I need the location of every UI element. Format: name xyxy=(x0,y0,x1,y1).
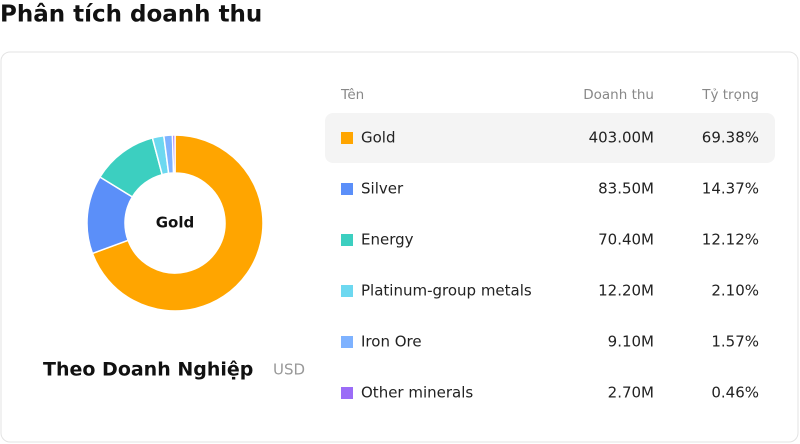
legend-swatch xyxy=(341,234,353,246)
row-share: 69.38% xyxy=(702,129,759,147)
column-header: Tên xyxy=(340,87,364,103)
row-share: 14.37% xyxy=(702,180,759,198)
legend-swatch xyxy=(341,336,353,348)
donut-slice[interactable] xyxy=(171,134,176,174)
donut-slice[interactable] xyxy=(91,134,264,312)
chart-title: Theo Doanh Nghiệp xyxy=(43,359,253,381)
table-row[interactable]: Gold 403.00M 69.38% xyxy=(325,113,775,163)
row-name: Gold xyxy=(361,129,396,147)
column-header: Doanh thu xyxy=(583,87,654,103)
row-share: 2.10% xyxy=(711,282,759,300)
column-header: Tỷ trọng xyxy=(701,87,759,103)
row-name: Energy xyxy=(361,231,414,249)
row-revenue: 12.20M xyxy=(598,282,654,300)
row-revenue: 2.70M xyxy=(608,384,654,402)
row-name: Silver xyxy=(361,180,404,198)
legend-swatch xyxy=(341,285,353,297)
table-row[interactable]: Platinum-group metals 12.20M 2.10% xyxy=(341,282,759,300)
row-name: Platinum-group metals xyxy=(361,282,532,300)
legend-swatch xyxy=(341,387,353,399)
row-share: 0.46% xyxy=(711,384,759,402)
row-revenue: 70.40M xyxy=(598,231,654,249)
legend-swatch xyxy=(341,132,353,144)
row-highlight xyxy=(325,113,775,163)
row-revenue: 83.50M xyxy=(598,180,654,198)
legend-swatch xyxy=(341,183,353,195)
table-row[interactable]: Silver 83.50M 14.37% xyxy=(341,180,759,198)
page-title: Phân tích doanh thu xyxy=(0,2,262,28)
row-name: Other minerals xyxy=(361,384,473,402)
row-share: 1.57% xyxy=(711,333,759,351)
row-revenue: 403.00M xyxy=(589,129,654,147)
row-name: Iron Ore xyxy=(361,333,422,351)
table-row[interactable]: Energy 70.40M 12.12% xyxy=(341,231,759,249)
row-share: 12.12% xyxy=(702,231,759,249)
row-revenue: 9.10M xyxy=(608,333,654,351)
center-label: Gold xyxy=(156,214,195,232)
table-row[interactable]: Other minerals 2.70M 0.46% xyxy=(341,384,759,402)
table-row[interactable]: Iron Ore 9.10M 1.57% xyxy=(341,333,759,351)
unit: USD xyxy=(273,361,305,379)
